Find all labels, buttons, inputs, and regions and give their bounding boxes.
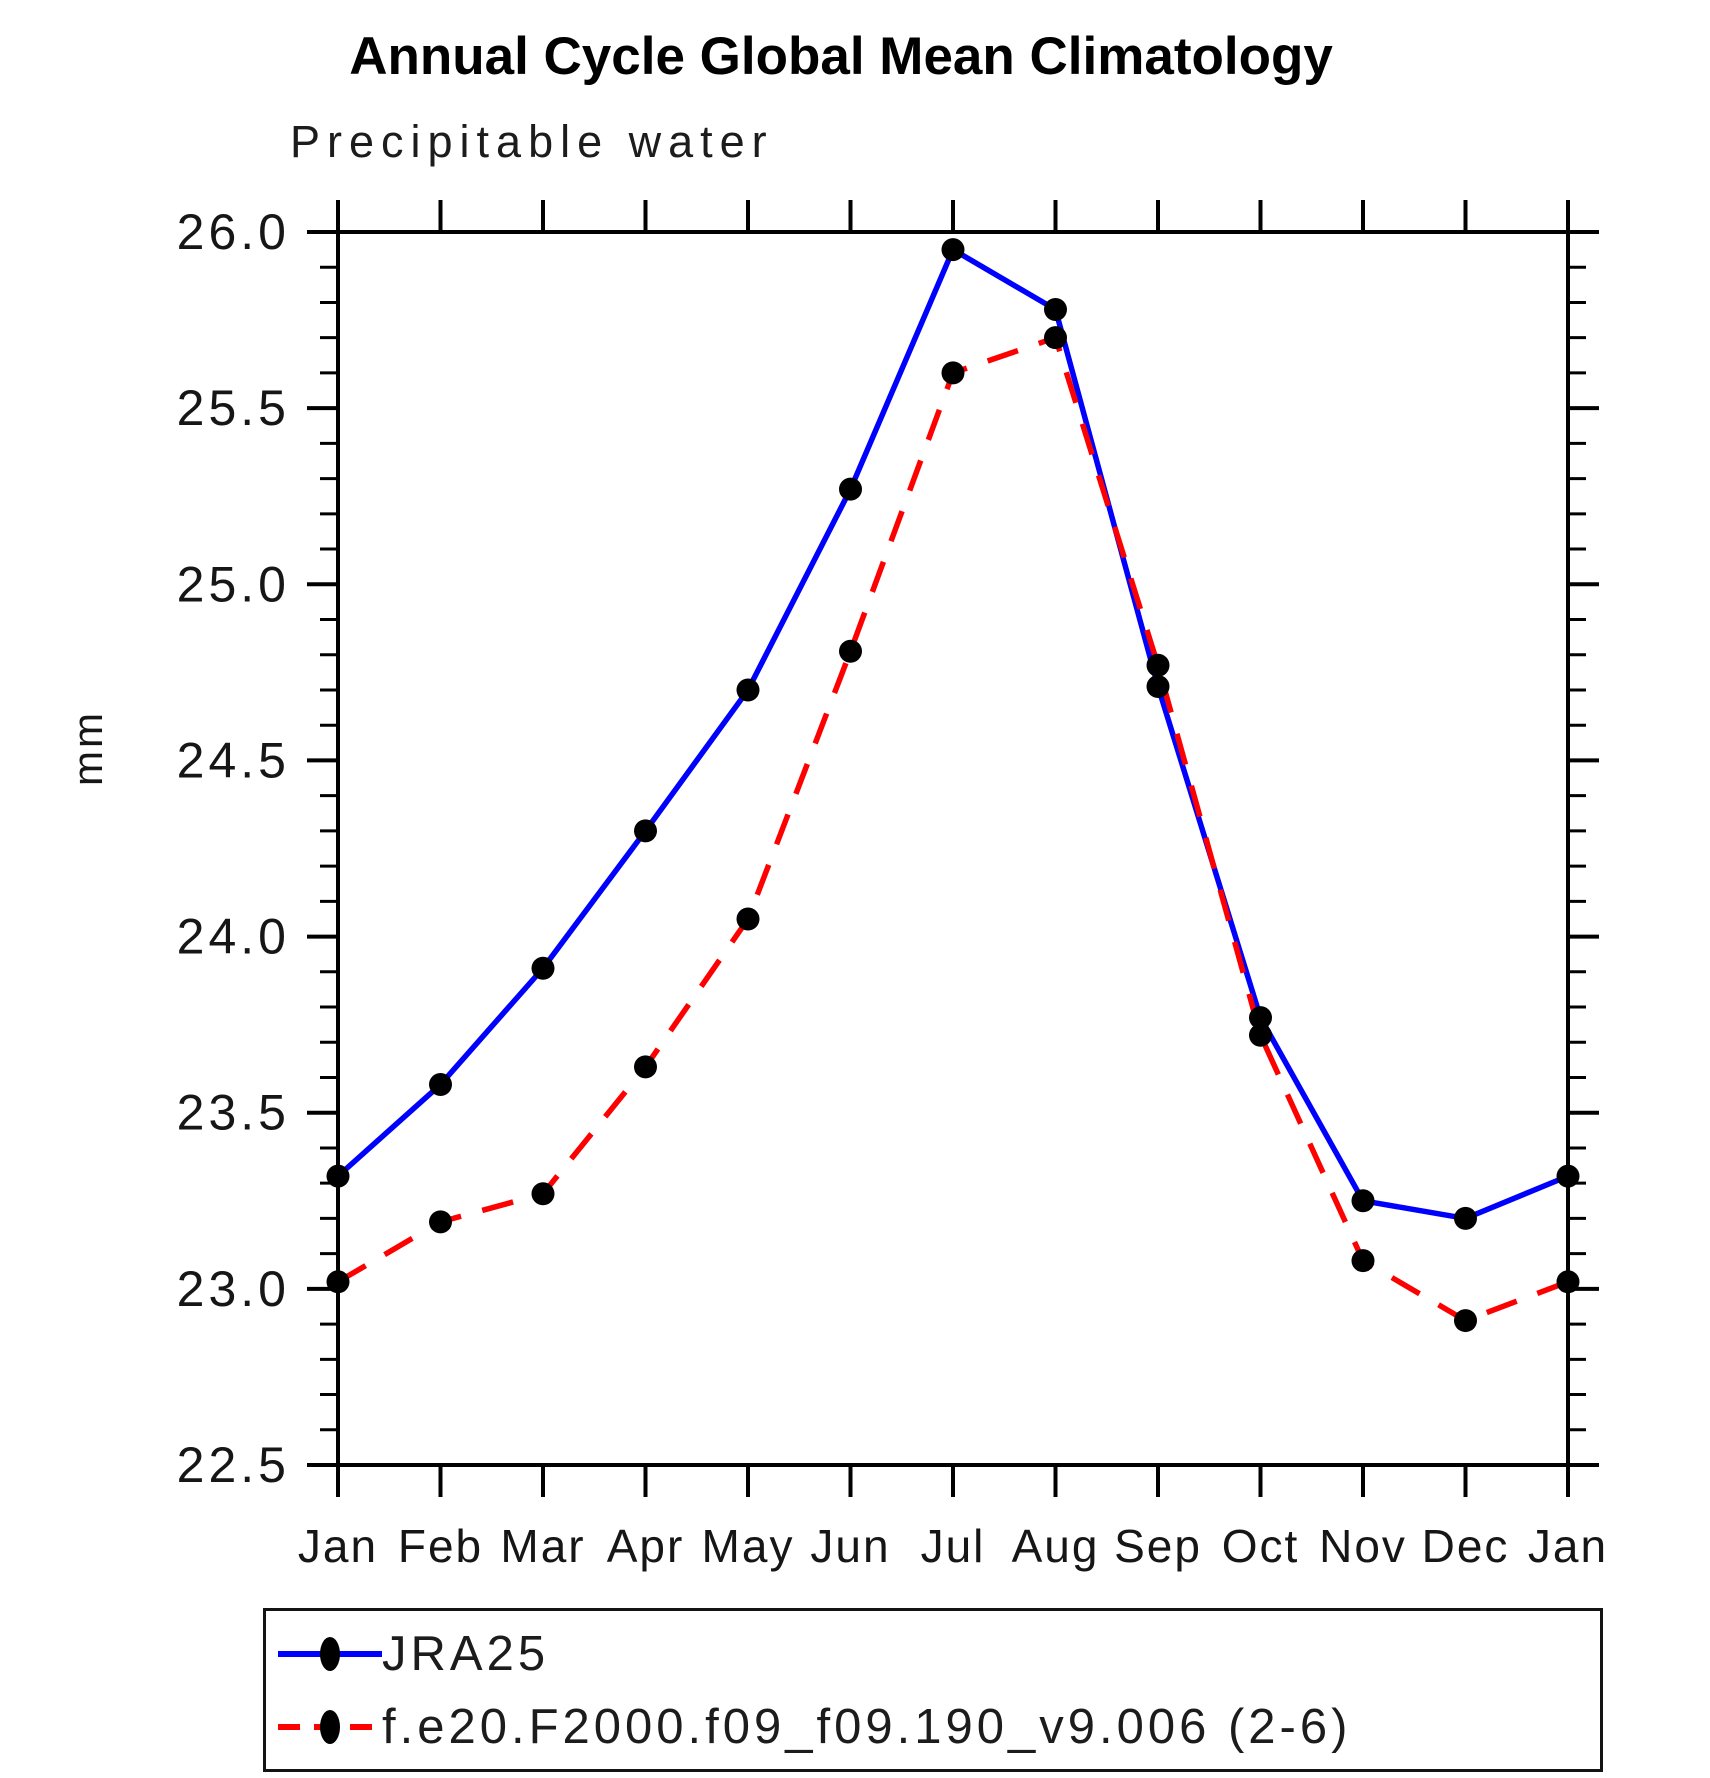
x-axis-tick-label: Mar <box>500 1520 585 1572</box>
x-axis-tick-label: Apr <box>607 1520 685 1572</box>
data-point-marker <box>1044 326 1067 350</box>
y-axis-tick-label: 24.5 <box>177 732 290 788</box>
data-point-marker <box>941 238 965 262</box>
legend-item-jra25: JRA25 <box>266 1617 1600 1690</box>
x-axis-tick-label: Jan <box>298 1520 378 1572</box>
data-point-marker <box>1454 1206 1477 1230</box>
data-point-marker <box>839 477 862 501</box>
legend-item-label: f.e20.F2000.f09_f09.190_v9.006 (2-6) <box>382 1699 1352 1754</box>
y-axis-tick-label: 22.5 <box>177 1437 290 1493</box>
chart-subtitle: Precipitable water <box>290 116 774 167</box>
legend-item-label: JRA25 <box>382 1626 550 1681</box>
x-axis-tick-label: Jun <box>810 1520 890 1572</box>
data-point-marker <box>839 639 862 663</box>
axis-frame <box>336 230 1570 1467</box>
series-markers-1 <box>326 326 1580 1333</box>
x-axis-tick-label: May <box>702 1520 795 1572</box>
x-axis-tick-labels: Jan Feb Mar Apr May Jun Jul Aug Sep Oct Nov Dec Jan <box>298 1520 1608 1572</box>
x-axis-tick-label: Aug <box>1012 1520 1100 1572</box>
y-axis-tick-label: 23.5 <box>177 1085 290 1141</box>
y-axis-tick-label: 23.0 <box>177 1261 290 1317</box>
data-point-marker <box>326 1164 350 1188</box>
y-axis-tick-label: 24.0 <box>177 909 290 965</box>
data-point-marker <box>531 1182 555 1206</box>
data-point-marker <box>429 1073 452 1097</box>
series-line-1 <box>336 334 1569 1324</box>
y-axis-tick-label: 26.0 <box>177 204 290 260</box>
y-axis-tick-label: 25.0 <box>177 556 290 612</box>
chart-plot: 22.5 23.0 23.5 24.0 24.5 25.0 25.5 26.0 Jan Feb Ma… <box>64 200 1608 1572</box>
data-point-marker <box>1454 1309 1477 1333</box>
legend-line-marker-icon <box>278 1709 382 1744</box>
data-point-marker <box>1249 1023 1272 1047</box>
legend-item-model: f.e20.F2000.f09_f09.190_v9.006 (2-6) <box>266 1690 1600 1763</box>
x-axis-tick-label: Nov <box>1319 1520 1407 1572</box>
y-axis-major-ticks <box>307 230 1599 1467</box>
data-point-marker <box>1351 1249 1375 1273</box>
data-point-marker <box>1146 674 1170 698</box>
data-point-marker <box>1249 1006 1272 1030</box>
data-point-marker <box>736 907 760 931</box>
x-axis-tick-label: Jan <box>1528 1520 1608 1572</box>
data-point-marker <box>736 678 760 702</box>
y-axis-tick-labels: 22.5 23.0 23.5 24.0 24.5 25.0 25.5 26.0 <box>177 204 290 1493</box>
y-axis-title: mm <box>64 710 111 786</box>
x-axis-tick-label: Feb <box>398 1520 483 1572</box>
y-axis-tick-label: 25.5 <box>177 380 290 436</box>
chart-legend: JRA25 f.e20.F2000.f09_f09.190_v9.006 (2-… <box>263 1608 1603 1772</box>
chart-title: Annual Cycle Global Mean Climatology <box>349 27 1333 86</box>
data-point-marker <box>1556 1164 1580 1188</box>
data-point-marker <box>634 1055 657 1079</box>
legend-line-marker-icon <box>278 1636 382 1671</box>
x-axis-ticks <box>336 200 1570 1497</box>
x-axis-tick-label: Oct <box>1222 1520 1300 1572</box>
data-point-marker <box>429 1210 452 1234</box>
data-point-marker <box>1146 653 1170 677</box>
data-point-marker <box>1351 1189 1375 1213</box>
x-axis-tick-label: Dec <box>1422 1520 1510 1572</box>
x-axis-tick-label: Sep <box>1114 1520 1202 1572</box>
data-point-marker <box>531 956 555 980</box>
data-point-marker <box>941 361 965 385</box>
x-axis-tick-label: Jul <box>921 1520 986 1572</box>
series-line-0 <box>336 245 1570 1222</box>
data-point-marker <box>1044 298 1067 322</box>
data-point-marker <box>634 819 657 843</box>
data-point-marker <box>1556 1270 1580 1294</box>
data-point-marker <box>326 1270 350 1294</box>
y-axis-minor-ticks <box>320 265 1586 1432</box>
series-markers-0 <box>326 238 1580 1230</box>
